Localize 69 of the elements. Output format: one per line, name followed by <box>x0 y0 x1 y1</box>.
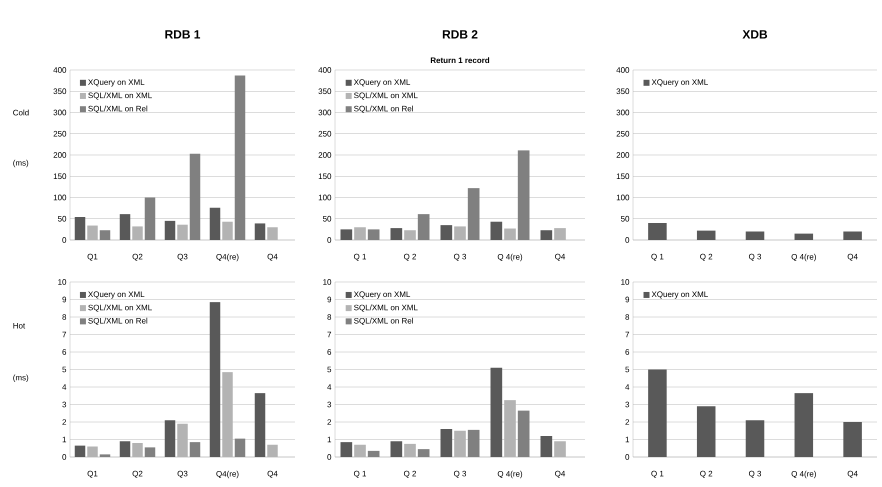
bar <box>87 446 98 457</box>
bar <box>100 230 110 240</box>
chart-title: RDB 2 <box>442 30 478 38</box>
bar <box>504 228 516 240</box>
bar <box>144 447 156 457</box>
bar <box>518 410 530 457</box>
bar <box>404 444 416 457</box>
bar <box>504 400 516 457</box>
bar <box>267 227 278 240</box>
bar <box>222 372 233 457</box>
bar <box>120 441 130 457</box>
bar <box>490 368 502 457</box>
bar <box>843 231 862 240</box>
bar <box>554 228 566 240</box>
bar <box>440 225 452 240</box>
bar <box>254 393 266 457</box>
bar <box>132 226 143 240</box>
bar <box>468 430 480 457</box>
bar <box>454 226 466 240</box>
bar <box>340 229 352 240</box>
bar <box>418 214 430 240</box>
bar <box>132 443 143 457</box>
bar <box>490 222 502 240</box>
bar <box>74 446 86 457</box>
bar <box>120 214 130 240</box>
bar <box>368 229 380 240</box>
bar <box>190 154 200 240</box>
bar <box>234 76 246 240</box>
bar <box>648 222 667 240</box>
bar <box>843 422 862 457</box>
bar <box>540 436 552 457</box>
bar <box>696 230 716 240</box>
bar <box>267 444 278 457</box>
bar <box>210 208 220 240</box>
bar <box>354 227 366 240</box>
bar <box>100 454 110 457</box>
bar <box>794 234 814 240</box>
bar <box>210 302 220 457</box>
bar <box>254 223 266 240</box>
bar <box>746 231 764 240</box>
bar <box>418 449 430 457</box>
bar <box>518 150 530 240</box>
bar <box>390 228 402 240</box>
bar <box>554 441 566 457</box>
bar <box>234 438 246 457</box>
bar <box>222 222 233 240</box>
chart-title: XDB <box>742 30 768 38</box>
bar <box>390 441 402 457</box>
bar <box>454 430 466 457</box>
bar <box>440 429 452 457</box>
bar <box>354 444 366 457</box>
bar <box>177 224 188 240</box>
bar <box>648 370 667 457</box>
bar <box>540 230 552 240</box>
bar <box>144 197 156 240</box>
bar <box>74 217 86 240</box>
bar <box>368 450 380 457</box>
bar <box>164 420 176 457</box>
bar <box>164 220 176 240</box>
bar <box>794 393 814 457</box>
bar <box>746 420 764 457</box>
bar <box>468 188 480 240</box>
bar <box>696 406 716 457</box>
chart-title: RDB 1 <box>165 30 200 38</box>
bar <box>404 230 416 240</box>
bar <box>177 424 188 457</box>
bar <box>190 442 200 457</box>
bar <box>340 442 352 457</box>
bar <box>87 226 98 240</box>
